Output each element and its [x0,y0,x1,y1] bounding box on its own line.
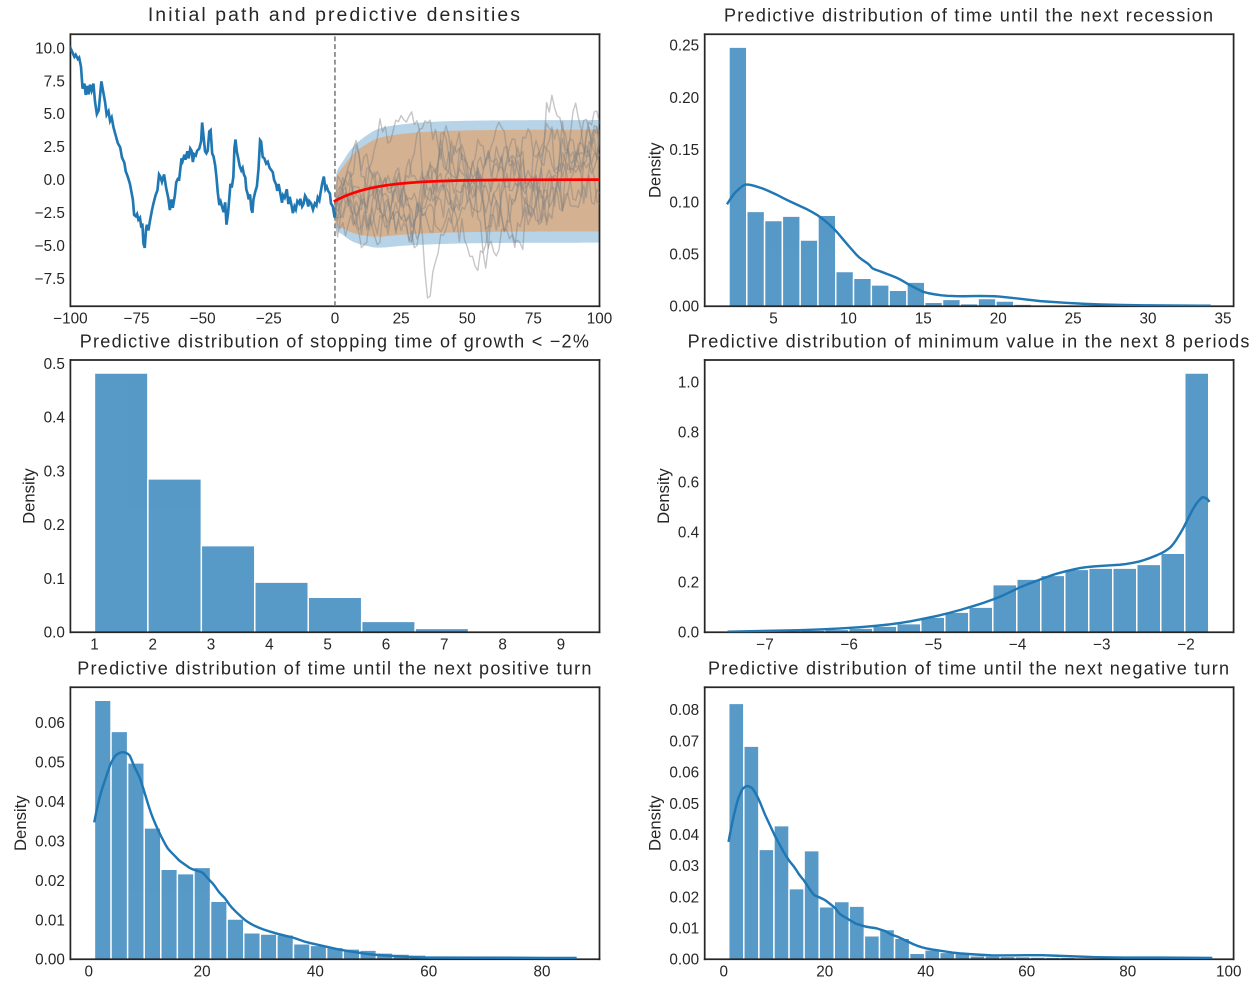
svg-text:Predictive distribution of min: Predictive distribution of minimum value… [688,332,1251,352]
svg-text:0.03: 0.03 [669,858,699,875]
svg-text:100: 100 [1216,964,1241,981]
svg-text:−25: −25 [256,311,282,328]
svg-text:5: 5 [769,311,777,328]
svg-text:0.0: 0.0 [44,172,65,189]
svg-text:4: 4 [265,637,274,654]
svg-text:0.8: 0.8 [678,424,699,441]
svg-text:35: 35 [1214,311,1231,328]
svg-text:−75: −75 [124,311,150,328]
svg-text:20: 20 [194,964,211,981]
svg-text:−7: −7 [756,637,773,654]
svg-text:0.00: 0.00 [669,299,699,316]
svg-text:10: 10 [840,311,857,328]
svg-text:0: 0 [331,311,340,328]
svg-text:0.01: 0.01 [669,921,699,938]
svg-text:30: 30 [1140,311,1157,328]
svg-text:0.00: 0.00 [35,952,65,969]
svg-text:Predictive distribution of tim: Predictive distribution of time until th… [77,659,592,679]
svg-text:0.0: 0.0 [678,625,699,642]
svg-text:40: 40 [307,964,324,981]
svg-text:−50: −50 [190,311,216,328]
svg-text:0.04: 0.04 [35,794,65,811]
svg-text:3: 3 [207,637,216,654]
svg-text:25: 25 [393,311,410,328]
svg-text:Density: Density [645,795,664,851]
svg-text:0.0: 0.0 [44,625,65,642]
svg-text:0.4: 0.4 [44,410,66,427]
svg-text:20: 20 [816,964,833,981]
svg-text:0.05: 0.05 [669,247,699,264]
svg-text:20: 20 [990,311,1007,328]
svg-text:80: 80 [1119,964,1136,981]
svg-text:0.01: 0.01 [35,912,65,929]
svg-text:60: 60 [1018,964,1035,981]
svg-text:−3: −3 [1093,637,1110,654]
svg-text:0.03: 0.03 [35,833,65,850]
svg-text:5: 5 [323,637,332,654]
svg-text:0.02: 0.02 [669,889,699,906]
svg-text:Density: Density [11,795,30,851]
svg-text:1: 1 [90,637,99,654]
svg-text:−2: −2 [1177,637,1194,654]
svg-text:8: 8 [498,637,506,654]
svg-text:0.2: 0.2 [44,517,65,534]
svg-text:9: 9 [557,637,566,654]
svg-text:Initial path and predictive de: Initial path and predictive densities [148,4,522,26]
svg-text:75: 75 [525,311,542,328]
svg-text:Predictive distribution of tim: Predictive distribution of time until th… [708,659,1230,679]
svg-text:0.10: 0.10 [669,194,699,211]
svg-text:−100: −100 [53,311,87,328]
svg-text:15: 15 [915,311,932,328]
svg-text:100: 100 [587,311,612,328]
svg-text:Density: Density [654,468,673,524]
svg-text:80: 80 [534,964,551,981]
svg-text:2.5: 2.5 [44,139,65,156]
svg-text:0.3: 0.3 [44,463,65,480]
svg-text:0.06: 0.06 [35,715,65,732]
svg-text:−5.0: −5.0 [35,238,65,255]
svg-text:0.02: 0.02 [35,873,65,890]
svg-text:0: 0 [85,964,94,981]
svg-text:2: 2 [149,637,158,654]
svg-text:10.0: 10.0 [35,40,65,57]
svg-text:50: 50 [459,311,476,328]
svg-text:5.0: 5.0 [44,106,65,123]
svg-text:0: 0 [719,964,728,981]
svg-text:−6: −6 [840,637,857,654]
svg-text:40: 40 [917,964,934,981]
svg-text:0.05: 0.05 [669,796,699,813]
svg-text:6: 6 [382,637,391,654]
svg-text:0.1: 0.1 [44,571,65,588]
svg-text:0.07: 0.07 [669,733,699,750]
svg-text:0.04: 0.04 [669,827,699,844]
svg-text:0.06: 0.06 [669,765,699,782]
svg-text:25: 25 [1065,311,1082,328]
svg-text:7: 7 [440,637,448,654]
svg-text:0.2: 0.2 [678,575,699,592]
svg-text:7.5: 7.5 [44,73,65,90]
svg-text:0.6: 0.6 [678,474,699,491]
svg-text:Density: Density [645,142,664,198]
svg-text:0.00: 0.00 [669,952,699,969]
svg-text:Predictive distribution of tim: Predictive distribution of time until th… [724,6,1214,26]
svg-text:−5: −5 [925,637,942,654]
svg-text:−2.5: −2.5 [35,205,65,222]
svg-text:1.0: 1.0 [678,374,699,391]
svg-text:0.5: 0.5 [44,356,65,373]
svg-text:60: 60 [420,964,437,981]
svg-text:0.20: 0.20 [669,90,699,107]
svg-text:0.08: 0.08 [669,702,699,719]
svg-text:−4: −4 [1009,637,1027,654]
svg-text:0.05: 0.05 [35,755,65,772]
svg-text:0.4: 0.4 [678,525,700,542]
svg-text:0.15: 0.15 [669,142,699,159]
svg-text:Density: Density [20,468,39,524]
svg-text:−7.5: −7.5 [35,271,65,288]
svg-text:0.25: 0.25 [669,38,699,55]
svg-text:Predictive distribution of sto: Predictive distribution of stopping time… [80,332,590,352]
